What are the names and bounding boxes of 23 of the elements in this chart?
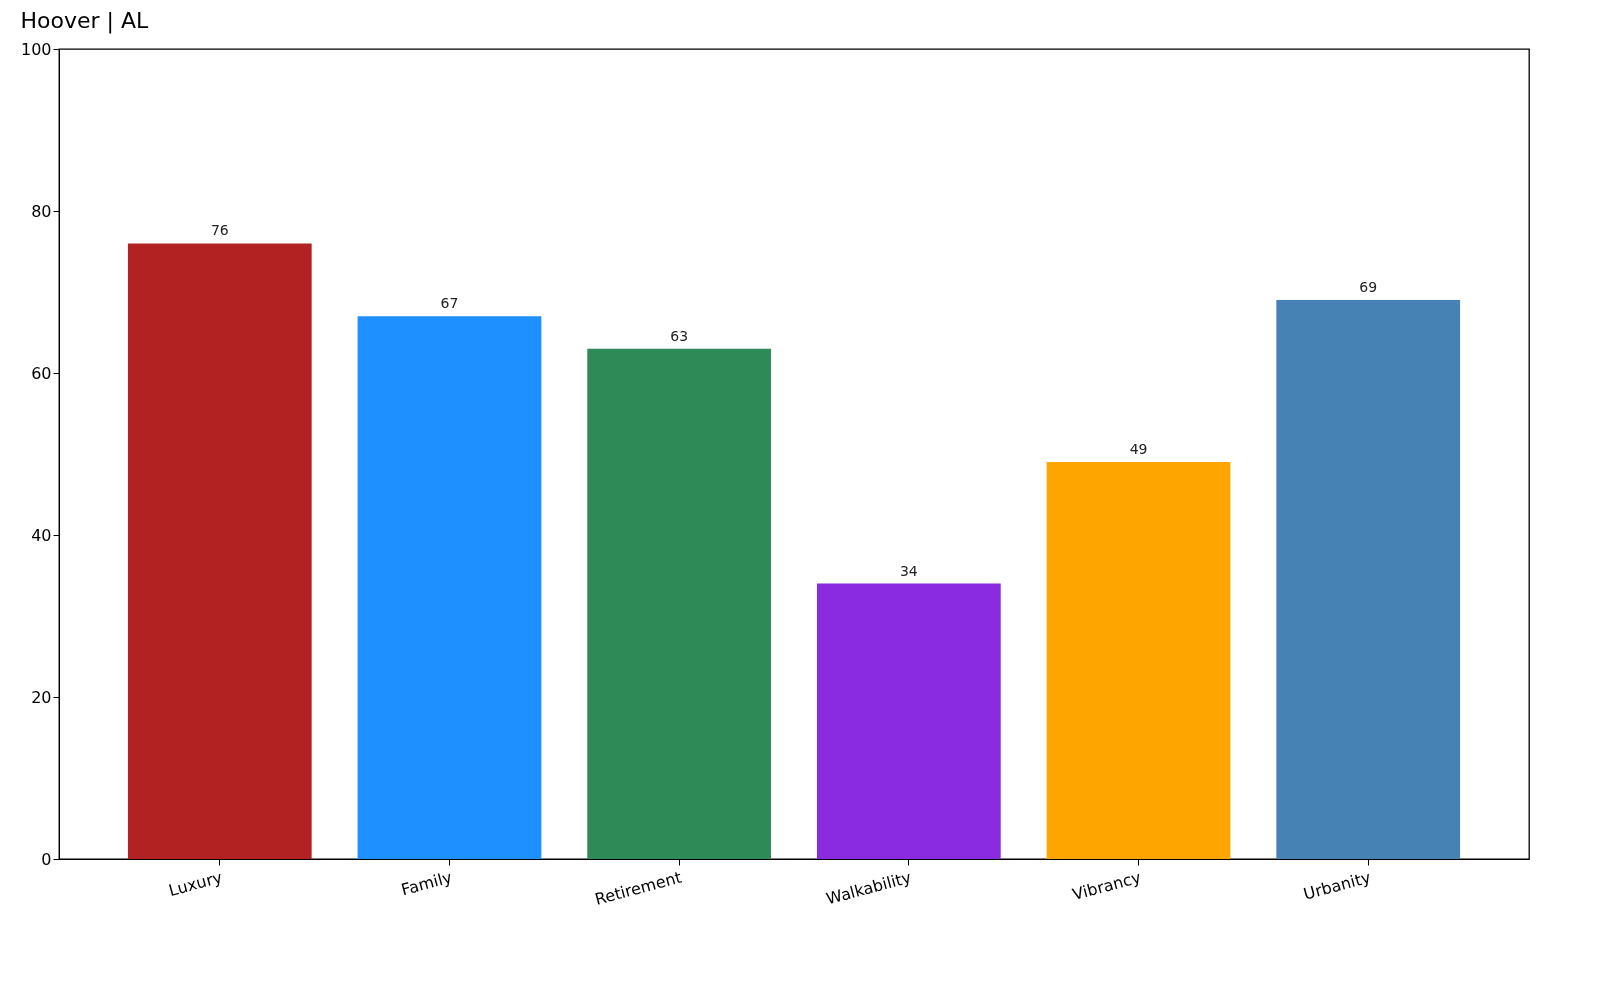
bar <box>816 583 1001 859</box>
y-tick-label: 60 <box>31 363 52 383</box>
x-tick-label: Urbanity <box>1301 867 1373 904</box>
bar <box>587 348 772 859</box>
y-tick-label: 0 <box>41 849 52 869</box>
chart-title: Hoover | AL <box>20 8 149 34</box>
data-label: 49 <box>1129 441 1148 458</box>
x-tick-label: Luxury <box>166 867 225 901</box>
bar <box>357 316 542 859</box>
bar <box>1046 462 1231 859</box>
x-tick-label: Family <box>399 867 454 900</box>
data-label: 67 <box>440 295 459 312</box>
data-label: 63 <box>670 327 689 344</box>
y-tick-label: 20 <box>31 687 52 707</box>
bar <box>127 243 312 859</box>
data-label: 69 <box>1359 279 1378 296</box>
y-tick-label: 80 <box>31 201 52 221</box>
data-label: 76 <box>210 222 229 239</box>
data-label: 34 <box>899 562 918 579</box>
bar <box>1276 300 1461 859</box>
y-tick-label: 100 <box>20 39 52 59</box>
x-tick-label: Vibrancy <box>1070 867 1143 905</box>
y-tick-label: 40 <box>31 525 52 545</box>
